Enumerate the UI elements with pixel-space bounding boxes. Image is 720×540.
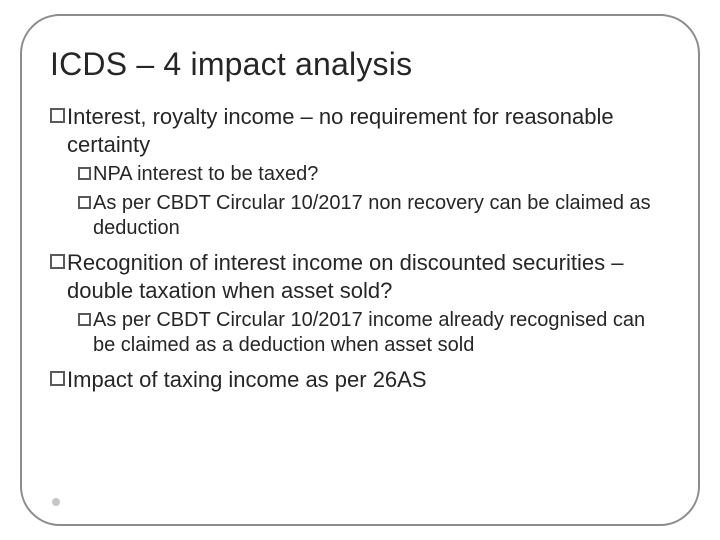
bullet-group: Interest, royalty income – no requiremen… (50, 103, 670, 241)
square-bullet-icon (78, 167, 91, 180)
slide-frame: ICDS – 4 impact analysis Interest, royal… (20, 14, 700, 526)
bullet-group: Impact of taxing income as per 26AS (50, 366, 670, 394)
bullet-text: NPA interest to be taxed? (93, 162, 318, 187)
bullet-level2: As per CBDT Circular 10/2017 income alre… (78, 308, 670, 358)
square-bullet-icon (50, 254, 65, 269)
bullet-group: Recognition of interest income on discou… (50, 249, 670, 358)
footer-dot-icon (52, 498, 60, 506)
bullet-level1: Recognition of interest income on discou… (50, 249, 670, 304)
bullet-text: As per CBDT Circular 10/2017 non recover… (93, 191, 670, 241)
bullet-level1: Impact of taxing income as per 26AS (50, 366, 670, 394)
slide-title: ICDS – 4 impact analysis (50, 46, 670, 83)
bullet-level2: As per CBDT Circular 10/2017 non recover… (78, 191, 670, 241)
bullet-text: Recognition of interest income on discou… (67, 249, 670, 304)
square-bullet-icon (50, 371, 65, 386)
bullet-text: Interest, royalty income – no requiremen… (67, 103, 670, 158)
bullet-level1: Interest, royalty income – no requiremen… (50, 103, 670, 158)
bullet-level2: NPA interest to be taxed? (78, 162, 670, 187)
square-bullet-icon (78, 196, 91, 209)
square-bullet-icon (78, 313, 91, 326)
bullet-text: As per CBDT Circular 10/2017 income alre… (93, 308, 670, 358)
bullet-text: Impact of taxing income as per 26AS (67, 366, 427, 394)
square-bullet-icon (50, 108, 65, 123)
